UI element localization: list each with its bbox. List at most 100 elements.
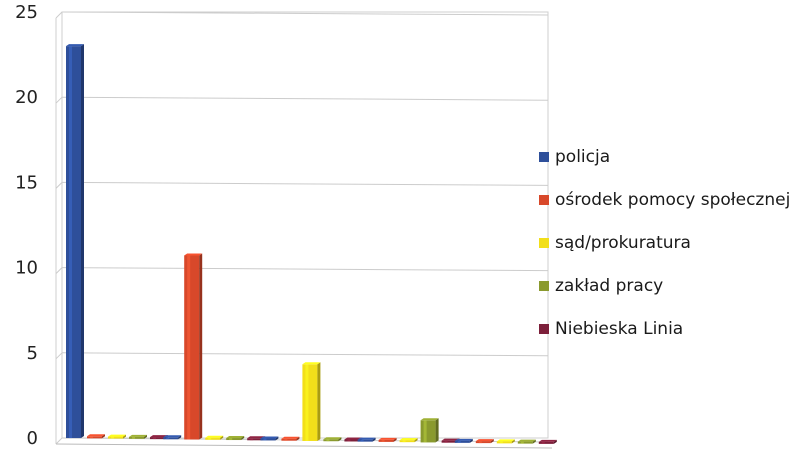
gridline (61, 181, 549, 186)
bar (108, 434, 126, 439)
bar-front (399, 440, 415, 443)
y-tick-label: 0 (27, 428, 38, 449)
bar-side (275, 436, 279, 441)
bar-top (475, 439, 494, 442)
bar-top (538, 439, 557, 442)
bar-highlight (229, 438, 233, 441)
bar (226, 436, 245, 441)
y-axis-ticks: 0 5 10 15 20 25 (15, 2, 38, 449)
bar-side (393, 437, 397, 442)
bar-highlight (208, 437, 212, 440)
bar-side (123, 434, 126, 439)
bar-highlight (457, 440, 461, 443)
gridline-side (55, 182, 63, 189)
bar-front (108, 436, 123, 439)
bar-highlight (166, 437, 170, 440)
bar (454, 438, 473, 443)
bar-highlight (478, 441, 482, 444)
bar-top (150, 435, 168, 438)
bar (260, 436, 279, 441)
bar-highlight (250, 438, 254, 441)
bar (420, 418, 439, 443)
legend-label: ośrodek pomocy społecznej (555, 190, 791, 210)
bar-highlight (187, 255, 191, 440)
bar (496, 439, 515, 444)
bar-highlight (499, 441, 503, 444)
bar-top (108, 434, 126, 437)
legend-swatch (539, 324, 549, 334)
gridline (61, 352, 549, 357)
bar-front (496, 441, 512, 444)
bar-front (420, 420, 436, 443)
bar-side (553, 439, 557, 444)
bar-front (281, 438, 297, 441)
bar (399, 438, 418, 443)
bar-side (532, 439, 536, 444)
bar-top (247, 436, 266, 439)
floor-edge (55, 443, 553, 449)
legend-swatch (539, 195, 549, 205)
bar (129, 434, 147, 439)
legend-label: Niebieska Linia (555, 319, 684, 339)
bar-top (517, 439, 536, 442)
bar (205, 435, 224, 440)
bar-front (454, 440, 470, 443)
bar-front (205, 437, 221, 440)
bar-front (226, 438, 242, 441)
bar-front (184, 255, 200, 440)
bar (538, 439, 557, 444)
bar (378, 437, 397, 442)
bar-highlight (132, 436, 135, 439)
bar-top (129, 434, 147, 437)
bar-side (178, 435, 182, 440)
bar-highlight (423, 420, 427, 443)
bar-top (344, 437, 363, 440)
bar-top (226, 436, 245, 439)
bar-top (163, 435, 182, 438)
legend-item-niebieska: Niebieska Linia (539, 318, 790, 340)
bar-highlight (541, 441, 545, 444)
bar-highlight (263, 438, 267, 441)
bar-side (220, 435, 224, 440)
bar-highlight (520, 441, 524, 444)
gridline (61, 96, 549, 101)
legend-item-sad: sąd/prokuratura (539, 232, 790, 254)
legend-swatch (539, 238, 549, 248)
bar-side (435, 418, 439, 443)
bar-highlight (444, 440, 448, 443)
bars (66, 44, 557, 444)
bar-top (66, 44, 84, 47)
bar-front (357, 439, 373, 442)
bar-side (372, 437, 376, 442)
gridline-side (55, 437, 63, 445)
bar (475, 439, 494, 444)
bar-front (163, 437, 179, 440)
bar-front (378, 439, 394, 442)
bar-highlight (90, 436, 93, 439)
bar-front (87, 436, 102, 439)
bar-highlight (153, 437, 156, 440)
bar-top (441, 438, 460, 441)
bar-side (469, 438, 473, 443)
bar-highlight (111, 436, 114, 439)
bar-top (496, 439, 515, 442)
gridline (61, 267, 549, 272)
bar-top (302, 362, 321, 365)
bar-side (81, 44, 84, 439)
bar (323, 437, 342, 442)
bar-side (102, 434, 105, 439)
bar-top (260, 436, 279, 439)
bar-front (66, 46, 81, 439)
bar-highlight (381, 439, 385, 442)
legend-label: zakład pracy (555, 276, 664, 296)
bar (517, 439, 536, 444)
bar-highlight (284, 438, 288, 441)
bar-top (281, 436, 300, 439)
gridline-side (55, 96, 63, 104)
bar-top (323, 437, 342, 440)
bar-top (454, 438, 473, 441)
bar-top (399, 438, 418, 441)
bar-side (199, 253, 203, 440)
bar (66, 44, 84, 439)
